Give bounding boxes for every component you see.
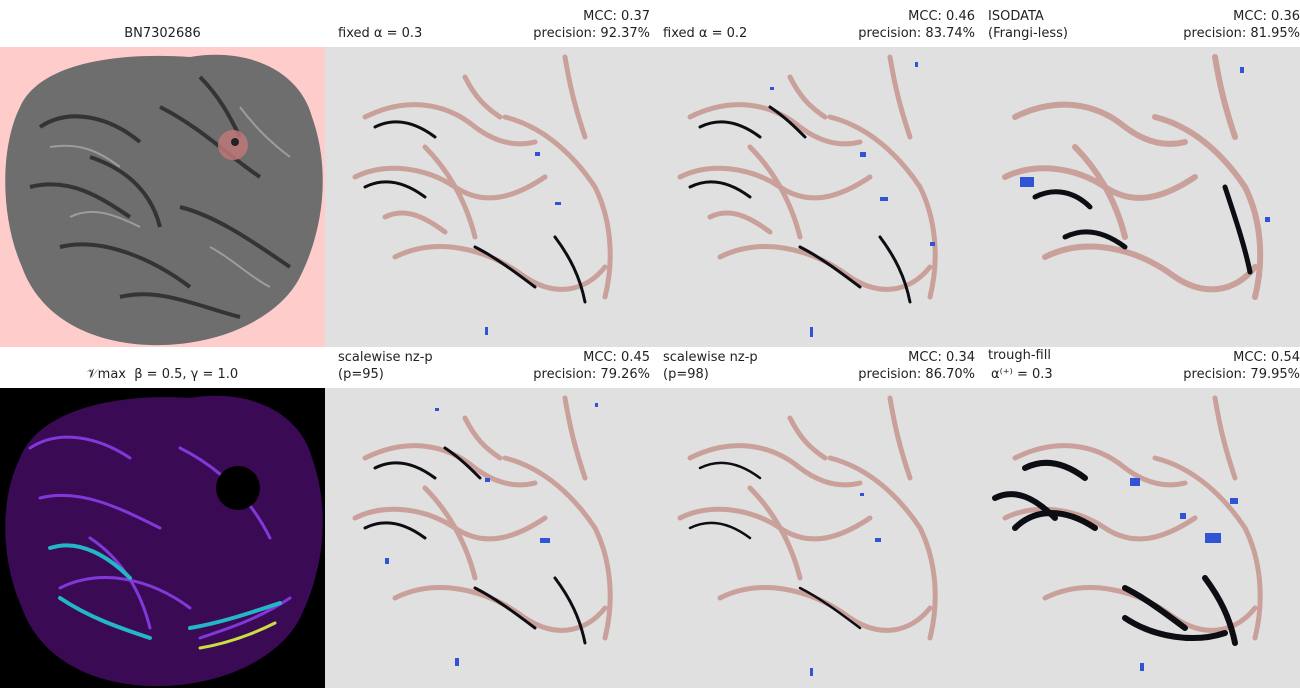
placenta-photo xyxy=(0,47,325,347)
mcc-value: MCC: 0.45 xyxy=(583,350,650,365)
panel-title-line1: scalewise nz-p xyxy=(663,350,758,365)
panel-title-line2: (p=98) xyxy=(663,367,709,382)
mcc-value: MCC: 0.46 xyxy=(908,9,975,24)
panel-fixed-03: fixed α = 0.3 MCC: 0.37 precision: 92.37… xyxy=(325,0,650,347)
precision-value: precision: 92.37% xyxy=(533,26,650,41)
panel-title: fixed α = 0.3 xyxy=(338,26,423,41)
segmentation-map xyxy=(650,388,975,688)
mcc-value: MCC: 0.34 xyxy=(908,350,975,365)
segmentation-svg xyxy=(992,395,1263,671)
segmentation-svg xyxy=(352,54,613,335)
panel-title-line2: (p=95) xyxy=(338,367,384,382)
segmentation-svg xyxy=(1002,54,1270,300)
segmentation-svg xyxy=(352,395,613,666)
panel-title-line2: α⁽⁺⁾ = 0.3 xyxy=(991,367,1053,382)
precision-value: precision: 81.95% xyxy=(1183,26,1300,41)
segmentation-map xyxy=(325,47,650,347)
panel-title: 𝒱max β = 0.5, γ = 1.0 xyxy=(86,367,239,382)
precision-value: precision: 79.95% xyxy=(1183,367,1300,382)
segmentation-map xyxy=(325,388,650,688)
vesselness-map xyxy=(0,388,325,688)
placenta-photo-svg xyxy=(5,54,323,346)
segmentation-map xyxy=(975,388,1300,688)
segmentation-map xyxy=(975,47,1300,347)
panel-title-line1: trough-fill xyxy=(988,348,1051,363)
vesselness-svg xyxy=(5,395,323,687)
panel-trough-fill: trough-fill α⁽⁺⁾ = 0.3 MCC: 0.54 precisi… xyxy=(975,347,1300,700)
panel-nzp-98: scalewise nz-p (p=98) MCC: 0.34 precisio… xyxy=(650,347,975,700)
mcc-value: MCC: 0.54 xyxy=(1233,350,1300,365)
panel-title-line2: (Frangi-less) xyxy=(988,26,1068,41)
segmentation-map xyxy=(650,47,975,347)
mcc-value: MCC: 0.36 xyxy=(1233,9,1300,24)
panel-title-line1: ISODATA xyxy=(988,9,1044,24)
precision-value: precision: 79.26% xyxy=(533,367,650,382)
panel-title-line1: scalewise nz-p xyxy=(338,350,433,365)
panel-isodata: ISODATA (Frangi-less) MCC: 0.36 precisio… xyxy=(975,0,1300,347)
precision-value: precision: 86.70% xyxy=(858,367,975,382)
panel-title: fixed α = 0.2 xyxy=(663,26,748,41)
precision-value: precision: 83.74% xyxy=(858,26,975,41)
segmentation-svg xyxy=(677,54,938,337)
panel-nzp-95: scalewise nz-p (p=95) MCC: 0.45 precisio… xyxy=(325,347,650,700)
panel-vmax: 𝒱max β = 0.5, γ = 1.0 xyxy=(0,347,325,700)
panel-fixed-02: fixed α = 0.2 MCC: 0.46 precision: 83.74… xyxy=(650,0,975,347)
panel-title: BN7302686 xyxy=(124,26,201,41)
mcc-value: MCC: 0.37 xyxy=(583,9,650,24)
panel-sample: BN7302686 xyxy=(0,0,325,347)
segmentation-svg xyxy=(677,395,938,676)
